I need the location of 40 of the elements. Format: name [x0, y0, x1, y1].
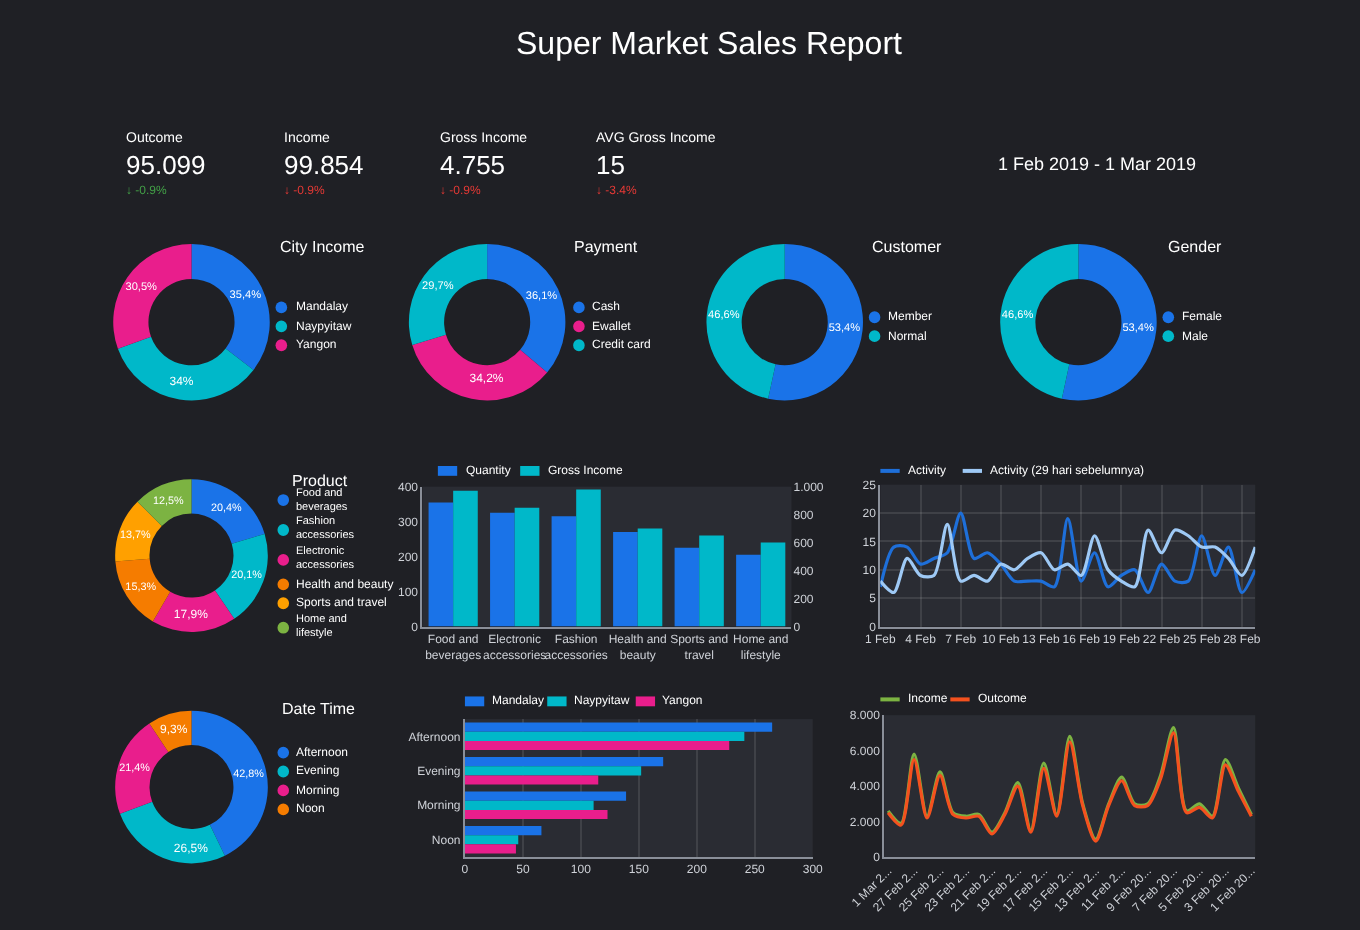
- donut-slice: [152, 590, 235, 632]
- bar: [464, 825, 542, 836]
- bar: [464, 731, 745, 741]
- donut-slice: [137, 479, 192, 526]
- bar: [464, 835, 519, 845]
- donut-slice: [768, 243, 863, 401]
- text: 1 Feb 2019 - 1 Mar 2019: [998, 154, 1197, 174]
- bar: [464, 791, 627, 801]
- donut-slice: [113, 243, 192, 349]
- bar: [464, 844, 516, 854]
- donut-slice: [115, 558, 171, 622]
- chart-title: Gender: [1168, 238, 1223, 256]
- chart-title: Date Time: [282, 700, 357, 718]
- text: 4.755: [440, 150, 506, 180]
- bar: [464, 775, 599, 785]
- donut-slice: [120, 801, 225, 864]
- donut-slice: [1000, 243, 1079, 399]
- text: Super Market Sales Report: [516, 28, 904, 62]
- bar: [464, 757, 664, 767]
- bar: [464, 800, 594, 810]
- chart-title: Product: [292, 472, 349, 490]
- chart-title: Payment: [574, 238, 639, 256]
- donut-slice: [191, 479, 265, 544]
- donut-slice: [706, 243, 785, 399]
- donut-slice: [191, 243, 270, 370]
- bar: [464, 809, 608, 820]
- chart-title: Customer: [872, 238, 943, 256]
- donut-slice: [487, 243, 566, 373]
- donut-slice: [1061, 243, 1157, 401]
- donut-slice: [408, 243, 488, 345]
- bar: [464, 722, 773, 732]
- donut-slice: [117, 336, 254, 401]
- donut-slice: [214, 533, 268, 619]
- chart-title: City Income: [280, 238, 366, 256]
- donut-slice: [412, 334, 548, 401]
- text: 99.854: [284, 150, 364, 180]
- bar: [464, 766, 642, 776]
- text: 15: [596, 150, 625, 180]
- text: 95.099: [126, 150, 206, 180]
- bar: [464, 740, 730, 751]
